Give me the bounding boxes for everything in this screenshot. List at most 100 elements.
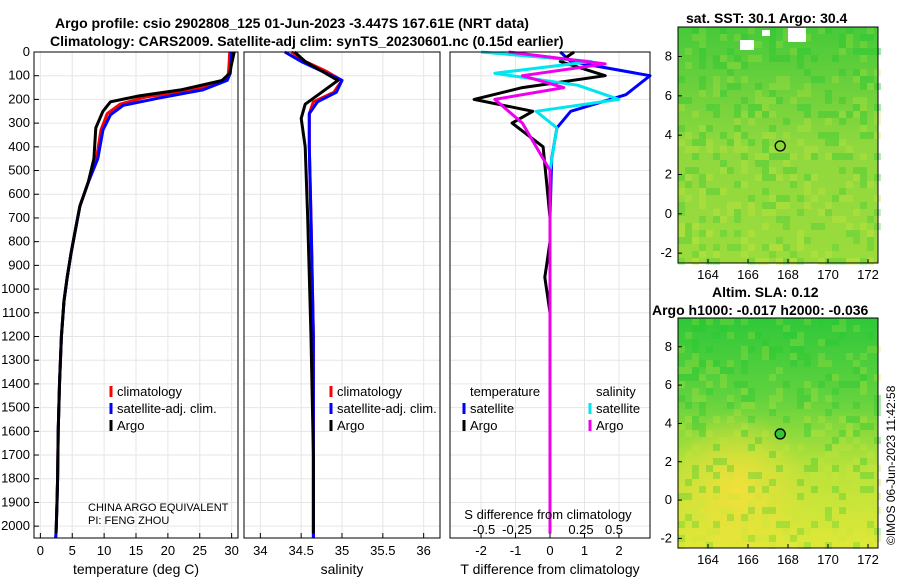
map-pixel (818, 430, 825, 437)
series-salinity-satellite (480, 50, 621, 534)
map-pixel (867, 76, 874, 83)
map-pixel (720, 90, 727, 97)
map-pixel (769, 97, 776, 104)
map-pixel (790, 258, 797, 265)
y-tick-label: 0 (23, 44, 30, 59)
map-pixel (776, 195, 783, 202)
map-pixel (853, 465, 860, 472)
map-pixel (783, 223, 790, 230)
map-pixel (832, 486, 839, 493)
map-pixel (804, 353, 811, 360)
map-pixel (783, 153, 790, 160)
map-pixel (769, 346, 776, 353)
map-pixel (776, 258, 783, 265)
map-pixel (762, 521, 769, 528)
map-pixel (748, 209, 755, 216)
map-pixel (685, 374, 692, 381)
map-pixel (734, 34, 741, 41)
map-y-tick-label: 4 (665, 415, 672, 430)
map-pixel (811, 251, 818, 258)
map-pixel (769, 167, 776, 174)
map-pixel (685, 416, 692, 423)
map-pixel (727, 48, 734, 55)
map-pixel (734, 55, 741, 62)
map-pixel (832, 437, 839, 444)
map-pixel (818, 416, 825, 423)
map-pixel (748, 402, 755, 409)
map-pixel (832, 132, 839, 139)
map-pixel (825, 118, 832, 125)
credit-line1: CHINA ARGO EQUIVALENT (88, 502, 229, 514)
map-pixel (734, 118, 741, 125)
map-pixel (846, 195, 853, 202)
map-pixel (741, 160, 748, 167)
map-pixel (769, 251, 776, 258)
map-pixel (860, 367, 867, 374)
map-pixel (748, 416, 755, 423)
map-x-tick-label: 168 (777, 552, 799, 567)
s-tick-label: 0.25 (568, 522, 593, 537)
map-pixel (811, 521, 818, 528)
map-pixel (825, 27, 832, 34)
map-pixel (867, 181, 874, 188)
map-pixel (720, 160, 727, 167)
map-pixel (713, 360, 720, 367)
map-pixel (846, 111, 853, 118)
map-pixel (762, 486, 769, 493)
map-pixel (846, 41, 853, 48)
map-pixel (832, 153, 839, 160)
map-pixel (692, 223, 699, 230)
map-pixel (811, 146, 818, 153)
y-tick-label: 1400 (1, 376, 30, 391)
legend-satellite-adj-label: satellite-adj. clim. (117, 401, 217, 416)
map-pixel (741, 528, 748, 535)
map-pixel (748, 332, 755, 339)
map-pixel (804, 174, 811, 181)
map-pixel (713, 367, 720, 374)
map-pixel (748, 55, 755, 62)
map-pixel (790, 251, 797, 258)
map-y-tick-label: -2 (660, 245, 672, 260)
map-pixel (748, 244, 755, 251)
map-pixel (720, 167, 727, 174)
map-pixel (734, 216, 741, 223)
map-pixel (818, 339, 825, 346)
map-pixel (755, 479, 762, 486)
map-pixel (804, 83, 811, 90)
map-pixel (741, 237, 748, 244)
map-pixel (741, 62, 748, 69)
series-satellite-adj-clim- (54, 51, 234, 539)
map-pixel (853, 430, 860, 437)
map-pixel (853, 111, 860, 118)
s-tick-label: 0.5 (605, 522, 623, 537)
x-tick-label: 34.5 (289, 543, 314, 558)
map-pixel (832, 76, 839, 83)
map-pixel (853, 209, 860, 216)
map-pixel (727, 395, 734, 402)
map-pixel (853, 325, 860, 332)
map-pixel (762, 353, 769, 360)
map-pixel (762, 104, 769, 111)
credit-line2: PI: FENG ZHOU (88, 515, 170, 527)
map-pixel (839, 216, 846, 223)
map-pixel (797, 388, 804, 395)
map-pixel (860, 153, 867, 160)
map-pixel (713, 216, 720, 223)
map-pixel (706, 388, 713, 395)
map-pixel (713, 486, 720, 493)
map-y-tick-label: 0 (665, 206, 672, 221)
map-pixel (825, 444, 832, 451)
map-pixel (783, 381, 790, 388)
map-pixel (797, 346, 804, 353)
map-pixel (846, 444, 853, 451)
map-pixel (818, 258, 825, 265)
map-pixel (713, 332, 720, 339)
map-pixel (692, 27, 699, 34)
map-pixel (839, 153, 846, 160)
map-pixel (699, 409, 706, 416)
map-pixel (846, 353, 853, 360)
map-pixel (783, 118, 790, 125)
map-pixel (839, 325, 846, 332)
map-pixel (692, 139, 699, 146)
map-pixel (783, 34, 790, 41)
